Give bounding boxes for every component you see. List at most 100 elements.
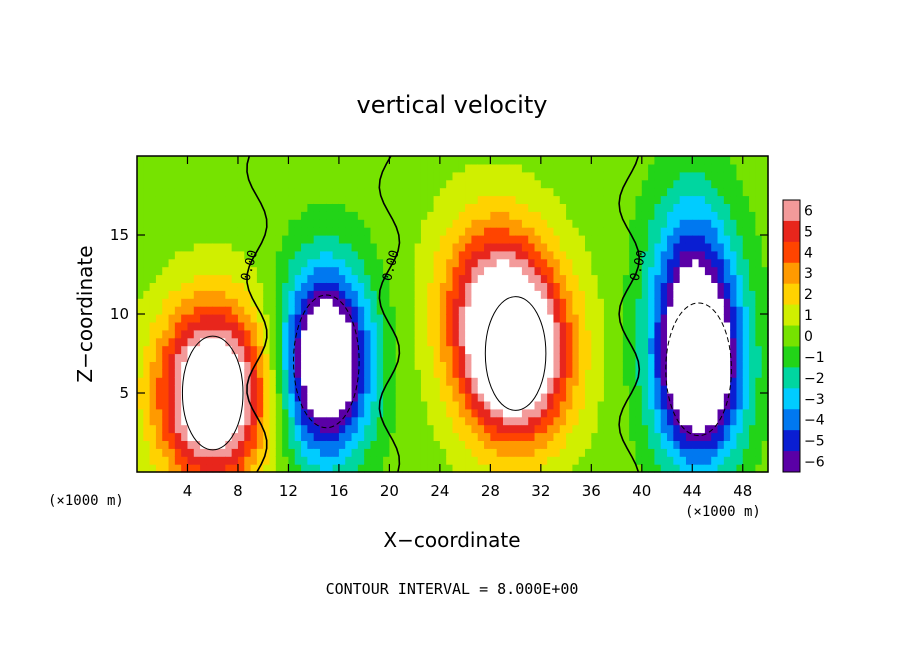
field-cell xyxy=(755,361,763,370)
field-cell xyxy=(667,282,674,291)
field-cell xyxy=(685,156,693,165)
field-cell xyxy=(408,235,416,244)
field-cell xyxy=(704,203,712,212)
field-cell xyxy=(137,227,144,236)
field-cell xyxy=(301,329,308,339)
field-cell xyxy=(585,393,592,402)
field-cell xyxy=(578,416,586,426)
field-cell xyxy=(572,227,580,236)
field-cell xyxy=(515,156,523,165)
field-cell xyxy=(332,274,340,283)
field-cell xyxy=(730,298,738,307)
field-cell xyxy=(231,432,239,441)
field-cell xyxy=(269,345,277,355)
field-cell xyxy=(162,242,170,252)
field-cell xyxy=(553,258,561,268)
field-cell xyxy=(307,345,315,355)
field-cell xyxy=(477,464,485,473)
field-cell xyxy=(414,298,422,307)
field-cell xyxy=(326,211,334,220)
field-cell xyxy=(181,282,189,291)
field-cell xyxy=(591,258,599,268)
field-cell xyxy=(730,369,738,378)
field-cell xyxy=(414,361,422,370)
field-cell xyxy=(610,456,618,465)
field-cell xyxy=(692,290,700,299)
field-cell xyxy=(597,353,605,362)
field-cell xyxy=(383,258,390,268)
field-cell xyxy=(660,400,668,410)
field-cell xyxy=(603,464,611,473)
field-cell xyxy=(742,456,750,465)
field-cell xyxy=(566,203,573,212)
field-cell xyxy=(629,290,637,299)
field-cell xyxy=(143,329,151,339)
field-cell xyxy=(143,211,151,220)
field-cell xyxy=(547,377,555,386)
field-cell xyxy=(433,377,441,386)
field-cell xyxy=(338,408,346,418)
field-cell xyxy=(155,156,163,165)
field-cell xyxy=(288,242,296,252)
field-cell xyxy=(730,393,738,402)
field-cell xyxy=(749,440,756,449)
field-cell xyxy=(509,361,517,370)
field-cell xyxy=(332,448,340,457)
field-cell xyxy=(717,337,725,347)
field-cell xyxy=(629,432,637,441)
field-cell xyxy=(187,464,195,473)
field-cell xyxy=(528,219,536,228)
field-cell xyxy=(174,464,182,473)
field-cell xyxy=(174,290,182,299)
field-cell xyxy=(742,345,750,355)
field-cell xyxy=(174,385,182,394)
field-cell xyxy=(225,298,233,307)
field-cell xyxy=(389,329,397,339)
field-cell xyxy=(717,416,725,426)
field-cell xyxy=(269,321,277,331)
field-cell xyxy=(698,242,706,252)
field-cell xyxy=(256,369,264,378)
field-cell xyxy=(351,424,359,434)
field-cell xyxy=(755,250,763,260)
field-cell xyxy=(149,242,157,252)
field-cell xyxy=(723,400,731,410)
field-cell xyxy=(389,385,397,394)
field-cell xyxy=(629,321,637,331)
field-cell xyxy=(206,227,214,236)
field-cell xyxy=(427,424,435,434)
field-cell xyxy=(427,274,435,283)
field-cell xyxy=(244,219,252,228)
field-cell xyxy=(528,329,536,339)
field-cell xyxy=(635,235,643,244)
field-cell xyxy=(389,203,397,212)
field-cell xyxy=(717,250,725,260)
field-cell xyxy=(402,337,409,347)
field-cell xyxy=(761,219,769,228)
field-cell xyxy=(357,290,365,299)
field-cell xyxy=(345,369,353,378)
field-cell xyxy=(383,266,390,276)
field-cell xyxy=(465,306,473,315)
field-cell xyxy=(761,163,769,173)
field-cell xyxy=(566,282,573,291)
field-cell xyxy=(446,203,454,212)
field-cell xyxy=(585,400,592,410)
field-cell xyxy=(338,242,346,252)
field-cell xyxy=(313,266,321,276)
field-cell xyxy=(433,242,441,252)
field-cell xyxy=(490,464,498,473)
field-cell xyxy=(168,377,176,386)
field-cell xyxy=(622,345,630,355)
field-cell xyxy=(717,163,725,173)
field-cell xyxy=(692,250,700,260)
field-cell xyxy=(427,448,435,457)
field-cell xyxy=(540,290,548,299)
field-cell xyxy=(603,448,611,457)
field-cell xyxy=(427,266,435,276)
field-cell xyxy=(521,329,529,339)
field-cell xyxy=(200,440,208,449)
field-cell xyxy=(761,464,769,473)
field-cell xyxy=(200,314,208,323)
field-cell xyxy=(736,282,744,291)
